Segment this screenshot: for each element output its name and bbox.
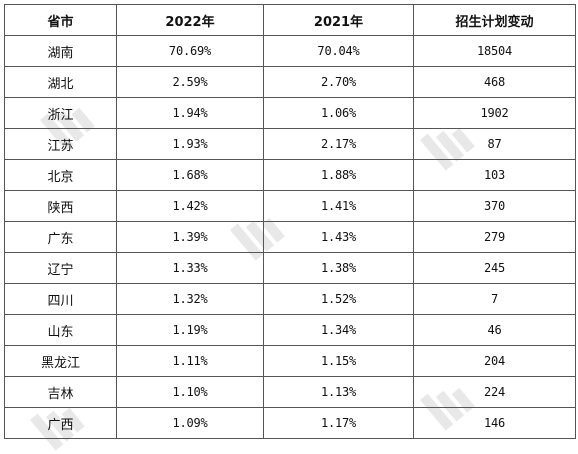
cell-2022: 1.93% xyxy=(116,128,264,160)
header-plan-change: 招生计划变动 xyxy=(413,4,576,36)
cell-2021: 1.52% xyxy=(263,283,414,315)
table-row: 山东 1.19% 1.34% 46 xyxy=(4,314,576,346)
cell-province: 辽宁 xyxy=(4,252,117,284)
cell-province: 北京 xyxy=(4,159,117,191)
table-row: 北京 1.68% 1.88% 103 xyxy=(4,159,576,191)
cell-2022: 1.09% xyxy=(116,407,264,439)
cell-2021: 2.70% xyxy=(263,66,414,98)
table-row: 湖北 2.59% 2.70% 468 xyxy=(4,66,576,98)
cell-2022: 1.19% xyxy=(116,314,264,346)
cell-2022: 70.69% xyxy=(116,35,264,67)
cell-province: 山东 xyxy=(4,314,117,346)
table-row: 江苏 1.93% 2.17% 87 xyxy=(4,128,576,160)
cell-2021: 1.13% xyxy=(263,376,414,408)
cell-2021: 1.41% xyxy=(263,190,414,222)
table-row: 黑龙江 1.11% 1.15% 204 xyxy=(4,345,576,377)
cell-province: 黑龙江 xyxy=(4,345,117,377)
cell-plan-change: 146 xyxy=(413,407,576,439)
cell-plan-change: 204 xyxy=(413,345,576,377)
cell-province: 吉林 xyxy=(4,376,117,408)
cell-province: 陕西 xyxy=(4,190,117,222)
cell-plan-change: 103 xyxy=(413,159,576,191)
cell-2021: 1.15% xyxy=(263,345,414,377)
cell-2021: 1.34% xyxy=(263,314,414,346)
cell-plan-change: 370 xyxy=(413,190,576,222)
cell-2021: 1.43% xyxy=(263,221,414,253)
table-row: 陕西 1.42% 1.41% 370 xyxy=(4,190,576,222)
table-row: 广西 1.09% 1.17% 146 xyxy=(4,407,576,439)
cell-province: 江苏 xyxy=(4,128,117,160)
cell-plan-change: 18504 xyxy=(413,35,576,67)
table-header-row: 省市 2022年 2021年 招生计划变动 xyxy=(4,4,576,36)
cell-2021: 1.38% xyxy=(263,252,414,284)
cell-province: 四川 xyxy=(4,283,117,315)
cell-2021: 1.06% xyxy=(263,97,414,129)
cell-2021: 2.17% xyxy=(263,128,414,160)
cell-plan-change: 46 xyxy=(413,314,576,346)
cell-2021: 1.17% xyxy=(263,407,414,439)
cell-plan-change: 1902 xyxy=(413,97,576,129)
cell-2022: 1.33% xyxy=(116,252,264,284)
cell-2022: 1.10% xyxy=(116,376,264,408)
header-province: 省市 xyxy=(4,4,117,36)
cell-2021: 1.88% xyxy=(263,159,414,191)
header-2022: 2022年 xyxy=(116,4,264,36)
cell-2021: 70.04% xyxy=(263,35,414,67)
table-row: 吉林 1.10% 1.13% 224 xyxy=(4,376,576,408)
cell-plan-change: 7 xyxy=(413,283,576,315)
table-row: 浙江 1.94% 1.06% 1902 xyxy=(4,97,576,129)
cell-province: 广东 xyxy=(4,221,117,253)
table-row: 湖南 70.69% 70.04% 18504 xyxy=(4,35,576,67)
cell-plan-change: 87 xyxy=(413,128,576,160)
cell-2022: 1.68% xyxy=(116,159,264,191)
table-row: 广东 1.39% 1.43% 279 xyxy=(4,221,576,253)
cell-2022: 1.32% xyxy=(116,283,264,315)
cell-plan-change: 279 xyxy=(413,221,576,253)
cell-province: 湖北 xyxy=(4,66,117,98)
cell-province: 广西 xyxy=(4,407,117,439)
cell-2022: 1.94% xyxy=(116,97,264,129)
cell-2022: 1.42% xyxy=(116,190,264,222)
cell-plan-change: 245 xyxy=(413,252,576,284)
header-2021: 2021年 xyxy=(263,4,414,36)
cell-province: 浙江 xyxy=(4,97,117,129)
cell-2022: 2.59% xyxy=(116,66,264,98)
cell-province: 湖南 xyxy=(4,35,117,67)
cell-2022: 1.11% xyxy=(116,345,264,377)
cell-plan-change: 468 xyxy=(413,66,576,98)
province-enrollment-table: 省市 2022年 2021年 招生计划变动 湖南 70.69% 70.04% 1850… xyxy=(4,4,576,439)
table-row: 四川 1.32% 1.52% 7 xyxy=(4,283,576,315)
table-row: 辽宁 1.33% 1.38% 245 xyxy=(4,252,576,284)
cell-plan-change: 224 xyxy=(413,376,576,408)
table-body: 湖南 70.69% 70.04% 18504 湖北 2.59% 2.70% 468 浙江 1.94… xyxy=(4,35,576,439)
cell-2022: 1.39% xyxy=(116,221,264,253)
